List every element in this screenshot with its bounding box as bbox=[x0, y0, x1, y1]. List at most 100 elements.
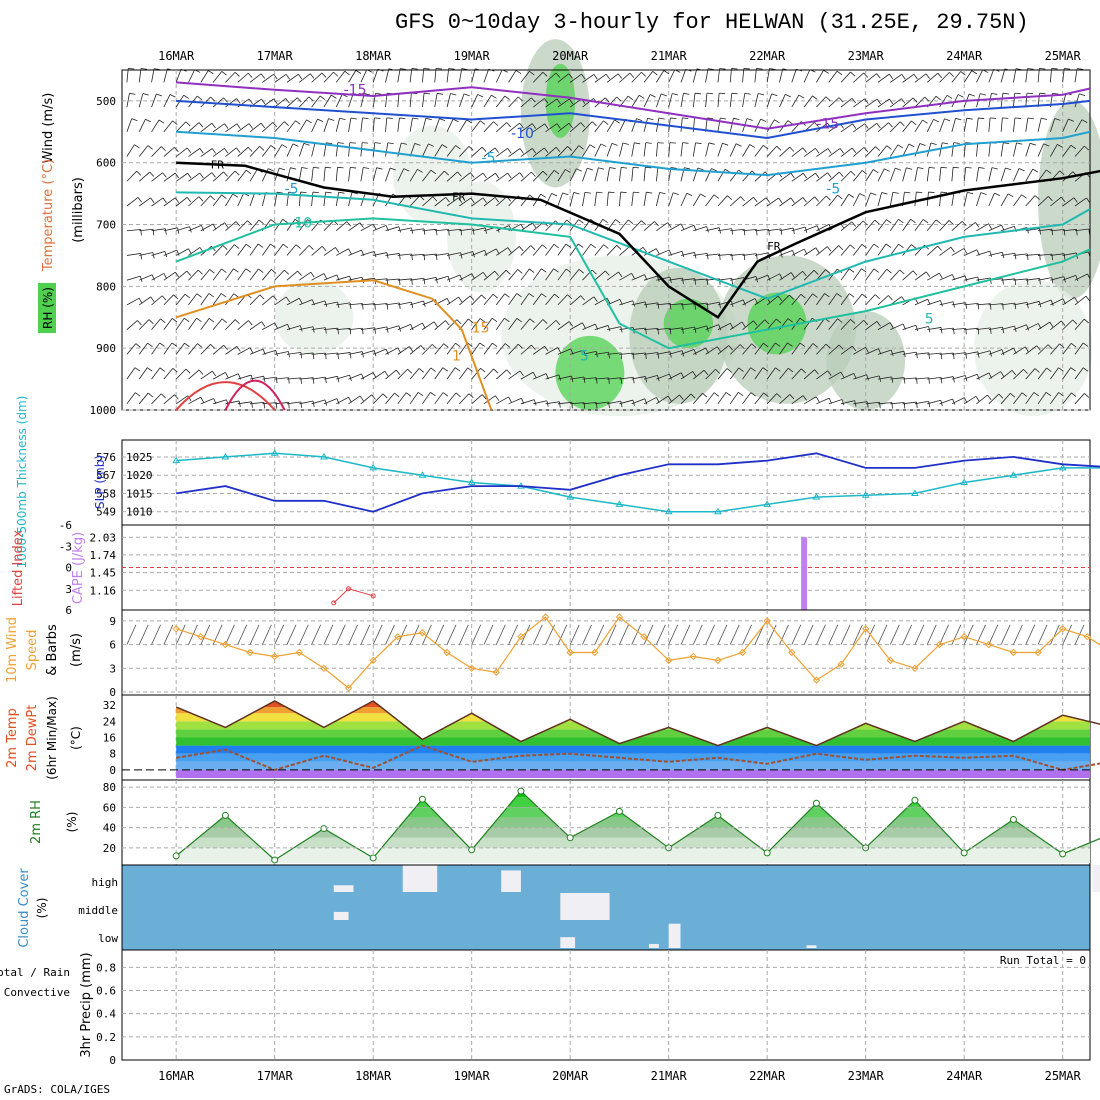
wind-barb bbox=[145, 118, 151, 123]
wind-barb bbox=[978, 117, 985, 120]
wind-barb bbox=[706, 226, 709, 233]
wind-barb bbox=[1016, 142, 1023, 145]
wind-barb bbox=[1050, 367, 1059, 380]
wind-barb bbox=[865, 73, 877, 83]
wind-barb bbox=[508, 148, 521, 157]
wind-barb bbox=[790, 172, 795, 179]
wind-barb bbox=[212, 372, 226, 380]
wind-barb bbox=[827, 370, 832, 376]
wind-barb bbox=[398, 302, 401, 309]
wind-barb bbox=[634, 142, 641, 145]
wind-barb bbox=[656, 351, 671, 355]
wind-barb bbox=[434, 320, 446, 330]
wind-barb bbox=[812, 95, 818, 100]
wind-barb bbox=[603, 120, 609, 125]
date-label-bottom: 18MAR bbox=[355, 1069, 392, 1083]
wind-barb bbox=[163, 146, 175, 157]
wind-barb bbox=[649, 94, 656, 98]
wind-barb bbox=[386, 117, 393, 119]
wind-barb bbox=[581, 73, 586, 80]
wind-barb bbox=[594, 351, 609, 355]
wind-barb bbox=[506, 369, 512, 375]
wind-barb bbox=[397, 324, 411, 331]
wind-barb bbox=[989, 250, 993, 257]
wind-barb bbox=[542, 319, 548, 324]
wind-barb bbox=[299, 352, 314, 355]
wind-barb bbox=[590, 243, 596, 249]
wind-barb bbox=[582, 121, 593, 133]
wind-barb bbox=[212, 171, 224, 182]
wind-barb bbox=[299, 377, 314, 380]
wind-barb bbox=[139, 252, 154, 256]
wind-barb bbox=[914, 400, 929, 405]
wind-barb bbox=[325, 377, 327, 384]
wind-barb bbox=[270, 243, 276, 248]
wind-barb bbox=[151, 367, 161, 380]
wind-barb bbox=[151, 228, 166, 232]
surface-wind-barb bbox=[619, 624, 629, 645]
wind-barb bbox=[398, 226, 402, 233]
wind-barb bbox=[567, 146, 573, 151]
wind-speed-point bbox=[517, 632, 525, 641]
wind-barb bbox=[236, 123, 241, 129]
wind-barb bbox=[151, 93, 157, 108]
wind-barb bbox=[434, 197, 446, 207]
wind-barb bbox=[153, 68, 161, 71]
wind-barb bbox=[126, 170, 137, 182]
freezing-level-line bbox=[176, 161, 1100, 319]
wind-barb bbox=[129, 92, 136, 95]
wind-barb bbox=[175, 197, 188, 207]
wind-barb bbox=[161, 393, 166, 399]
wind-barb bbox=[680, 69, 687, 83]
wind-barb bbox=[963, 167, 967, 182]
wind-barb bbox=[731, 278, 733, 285]
slp-axis-label: SLP (mb) bbox=[93, 455, 107, 509]
wind-barb bbox=[988, 142, 991, 157]
wind-barb bbox=[506, 122, 512, 128]
wind-barb bbox=[483, 172, 496, 182]
surface-wind-barb bbox=[225, 624, 235, 645]
wind-barb bbox=[225, 268, 234, 281]
wind-barb bbox=[493, 121, 499, 127]
wind-barb bbox=[684, 167, 691, 170]
wind-barb bbox=[545, 193, 553, 207]
wind-barb bbox=[373, 348, 387, 355]
wind-barb bbox=[582, 323, 596, 331]
wind-barb bbox=[131, 118, 138, 122]
wind-barb bbox=[411, 68, 418, 70]
wind-barb bbox=[1001, 325, 1015, 331]
wind-barb bbox=[828, 148, 841, 157]
wind-barb bbox=[446, 145, 456, 157]
date-label-bottom: 25MAR bbox=[1045, 1069, 1082, 1083]
wind-barb bbox=[998, 393, 1004, 399]
freezing-level-label: FR bbox=[211, 159, 225, 172]
wind-barb bbox=[126, 229, 141, 232]
rh-legend-swatch bbox=[38, 283, 56, 333]
wind-barb bbox=[495, 293, 506, 306]
wind-barb bbox=[348, 303, 363, 306]
wind-barb bbox=[471, 394, 483, 405]
wind-barb bbox=[163, 394, 175, 405]
wind-barb bbox=[470, 197, 475, 204]
wind-barb bbox=[459, 146, 470, 157]
wind-barb bbox=[695, 142, 702, 145]
wind-barb bbox=[171, 342, 178, 347]
wind-barb bbox=[459, 274, 463, 281]
wind-barb bbox=[988, 117, 991, 132]
wind-barb bbox=[803, 247, 817, 256]
wind-barb bbox=[520, 222, 533, 232]
wind-barb bbox=[249, 122, 262, 133]
wind-barb bbox=[692, 193, 701, 207]
wind-barb bbox=[361, 351, 364, 358]
wind-barb bbox=[259, 146, 265, 151]
wind-barb bbox=[631, 192, 634, 207]
date-label-top: 24MAR bbox=[946, 49, 983, 63]
wind-barb bbox=[360, 327, 375, 331]
wind-barb bbox=[680, 326, 695, 331]
rh-band bbox=[176, 817, 1090, 828]
wind-barb bbox=[756, 68, 763, 70]
wind-barb bbox=[225, 373, 239, 380]
cloud-low-bar bbox=[560, 937, 576, 948]
wind-barb bbox=[350, 117, 357, 120]
wind-speed-point bbox=[344, 684, 353, 692]
